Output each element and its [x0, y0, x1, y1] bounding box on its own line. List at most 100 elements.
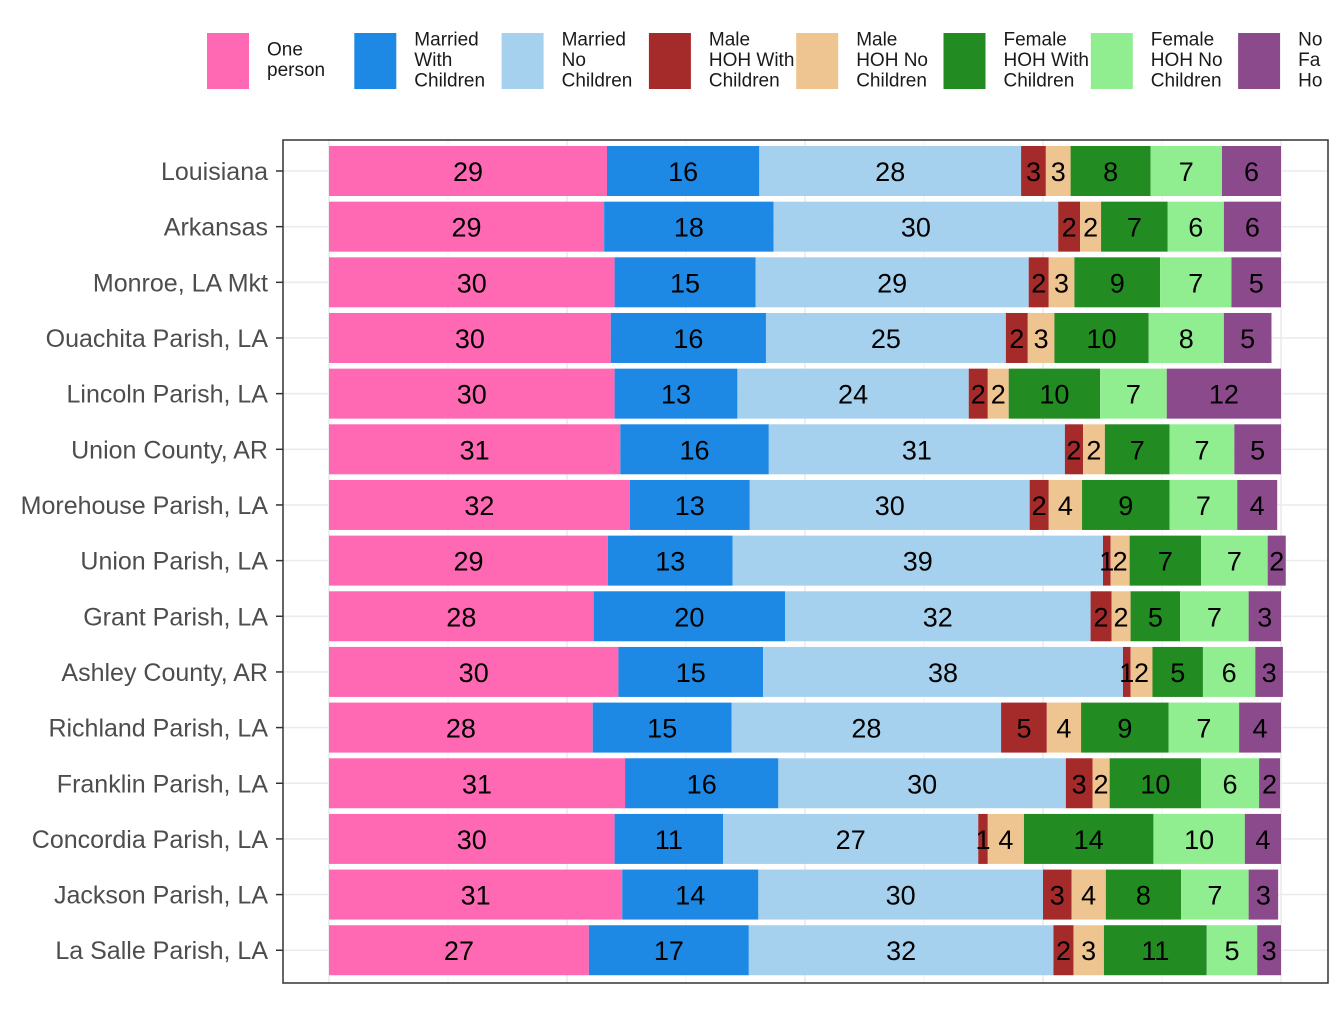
bar-value-label: 7 — [1188, 268, 1203, 298]
bar-value-label: 10 — [1184, 825, 1214, 855]
bar-segment — [749, 479, 1030, 530]
bar-segment — [1160, 257, 1232, 308]
bar-value-label: 3 — [1256, 881, 1271, 911]
bar-value-label: 3 — [1072, 769, 1087, 799]
bar-segment — [329, 925, 589, 976]
bar-value-label: 2 — [1032, 491, 1047, 521]
bar-segment — [1046, 702, 1082, 753]
bar-value-label: 16 — [680, 435, 710, 465]
bar-segment — [1255, 646, 1283, 697]
bar-value-label: 3 — [1054, 268, 1069, 298]
bar-segment — [1110, 535, 1130, 586]
bar-segment — [329, 257, 615, 308]
bar-segment — [1259, 758, 1281, 809]
legend-label: Male HOH With Children — [709, 29, 795, 91]
bar-segment — [1180, 591, 1249, 642]
y-tick-label: Monroe, LA Mkt — [93, 269, 268, 297]
bar-segment — [1082, 479, 1170, 530]
bar-value-label: 2 — [1262, 769, 1277, 799]
bar-segment — [1111, 591, 1131, 642]
bar-segment — [329, 869, 623, 920]
bar-segment — [1267, 535, 1286, 586]
legend-label: Male HOH No Children — [856, 29, 928, 91]
bar-segment — [1058, 201, 1081, 252]
legend-label-line: Children — [414, 70, 485, 91]
bar-segment — [1102, 535, 1111, 586]
bar-segment — [588, 925, 749, 976]
y-tick-label: Ouachita Parish, LA — [46, 325, 269, 353]
bar-segment — [592, 702, 732, 753]
bar-value-label: 8 — [1179, 324, 1194, 354]
bar-segment — [1168, 702, 1240, 753]
legend-label-line: person — [267, 60, 325, 81]
bar-segment — [1090, 591, 1112, 642]
legend-label-line: Female — [1151, 29, 1214, 50]
bar-segment — [1201, 758, 1260, 809]
bar-value-label: 8 — [1103, 157, 1118, 187]
bar-segment — [1001, 702, 1047, 753]
bar-value-label: 5 — [1148, 602, 1163, 632]
legend-label-line: HOH With — [709, 50, 795, 71]
bar-segment — [987, 368, 1009, 419]
bar-segment — [329, 758, 626, 809]
bar-value-label: 15 — [647, 714, 677, 744]
legend-label-line: Ho — [1298, 70, 1322, 91]
bar-value-label: 38 — [928, 658, 958, 688]
legend-label: Female HOH No Children — [1151, 29, 1223, 91]
bar-segment — [1105, 869, 1182, 920]
bar-segment — [755, 257, 1029, 308]
y-tick-label: Union Parish, LA — [80, 548, 268, 576]
bar-value-label: 13 — [661, 380, 691, 410]
bars — [329, 146, 1286, 976]
bar-value-label: 15 — [670, 268, 700, 298]
bar-value-label: 9 — [1117, 714, 1132, 744]
bar-value-label: 28 — [875, 157, 905, 187]
bar-segment — [1244, 813, 1281, 864]
legend-label-line: Children — [1151, 70, 1222, 91]
bar-segment — [1122, 646, 1131, 697]
bar-value-label: 29 — [453, 547, 483, 577]
bar-segment — [629, 479, 750, 530]
bar-value-label: 13 — [675, 491, 705, 521]
bar-value-label: 6 — [1188, 213, 1203, 243]
bar-value-label: 2 — [1269, 547, 1284, 577]
bar-value-label: 5 — [1250, 435, 1265, 465]
bar-segment — [329, 535, 608, 586]
bar-segment — [1201, 535, 1268, 586]
bar-value-label: 7 — [1196, 491, 1211, 521]
legend-label-line: HOH With — [1004, 50, 1090, 71]
bar-segment — [1231, 257, 1281, 308]
bar-value-label: 30 — [901, 213, 931, 243]
bar-segment — [329, 591, 594, 642]
bar-value-label: 7 — [1194, 435, 1209, 465]
bar-value-label: 3 — [1051, 157, 1066, 187]
bar-segment — [1148, 312, 1224, 363]
bar-value-label: 7 — [1179, 157, 1194, 187]
bar-segment — [968, 368, 988, 419]
bar-segment — [1082, 424, 1105, 475]
bar-segment — [1005, 312, 1028, 363]
bar-segment — [1048, 257, 1075, 308]
y-tick-label: Jackson Parish, LA — [54, 882, 268, 910]
bar-value-label: 39 — [903, 547, 933, 577]
bar-value-label: 3 — [1081, 936, 1096, 966]
bar-segment — [731, 702, 1002, 753]
legend-key — [796, 33, 839, 89]
bar-value-label: 9 — [1118, 491, 1133, 521]
bar-value-label: 27 — [444, 936, 474, 966]
bar-segment — [329, 479, 630, 530]
bar-segment — [1257, 925, 1281, 976]
bar-value-label: 28 — [446, 714, 476, 744]
bar-segment — [614, 257, 756, 308]
bar-value-label: 7 — [1126, 380, 1141, 410]
legend-label-line: Married — [562, 29, 626, 50]
bar-segment — [329, 646, 619, 697]
legend-label-line: Fa — [1298, 50, 1321, 71]
bar-segment — [329, 312, 611, 363]
bar-segment — [1129, 535, 1202, 586]
bar-segment — [604, 201, 774, 252]
bar-segment — [593, 591, 786, 642]
bar-value-label: 29 — [452, 213, 482, 243]
bar-segment — [737, 368, 969, 419]
y-tick-label: La Salle Parish, LA — [55, 937, 268, 965]
